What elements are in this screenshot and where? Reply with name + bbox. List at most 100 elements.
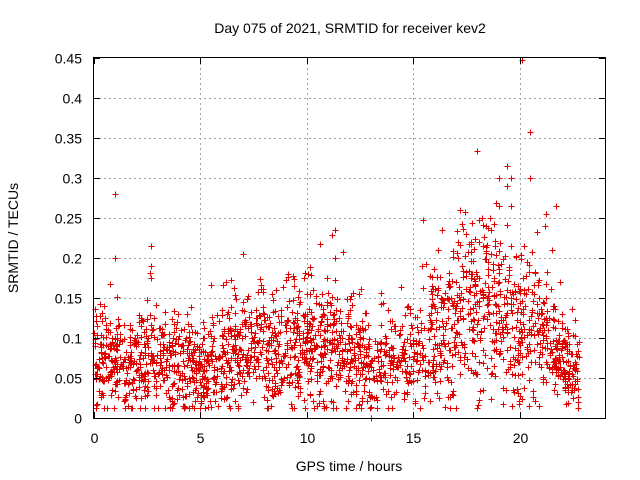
data-point	[349, 336, 356, 343]
data-point	[355, 355, 362, 362]
data-point	[496, 279, 503, 286]
data-point	[553, 365, 560, 372]
data-point	[326, 339, 333, 346]
data-point	[572, 366, 579, 373]
data-point	[203, 385, 210, 392]
data-point	[496, 308, 503, 315]
data-point	[91, 330, 98, 337]
data-point	[553, 203, 560, 210]
data-point	[541, 316, 548, 323]
data-point	[129, 405, 136, 412]
data-point	[197, 364, 204, 371]
data-point	[245, 369, 252, 376]
data-point	[112, 191, 119, 198]
data-point	[565, 358, 572, 365]
data-point	[284, 304, 291, 311]
data-point	[444, 374, 451, 381]
data-point	[301, 397, 308, 404]
data-point	[277, 389, 284, 396]
data-point	[324, 302, 331, 309]
data-point	[497, 291, 504, 298]
data-point	[337, 335, 344, 342]
data-point	[275, 351, 282, 358]
data-point	[455, 255, 462, 262]
data-point	[205, 404, 212, 411]
data-point	[280, 284, 287, 291]
data-point	[246, 373, 253, 380]
data-point	[406, 370, 413, 377]
data-point	[437, 348, 444, 355]
data-point	[234, 355, 241, 362]
data-point	[310, 287, 317, 294]
data-point	[478, 328, 485, 335]
data-point	[331, 320, 338, 327]
data-point	[361, 388, 368, 395]
data-point	[93, 402, 100, 409]
data-point	[231, 332, 238, 339]
data-points	[91, 57, 583, 422]
data-point	[406, 354, 413, 361]
data-point	[258, 324, 265, 331]
data-point	[409, 325, 416, 332]
data-point	[127, 322, 134, 329]
data-point	[307, 264, 314, 271]
data-point	[322, 342, 329, 349]
data-point	[149, 327, 156, 334]
data-point	[199, 376, 206, 383]
data-point	[410, 356, 417, 363]
data-point	[153, 378, 160, 385]
data-point	[232, 292, 239, 299]
data-point	[144, 338, 151, 345]
data-point	[344, 320, 351, 327]
data-point	[404, 389, 411, 396]
data-point	[550, 324, 557, 331]
data-point	[248, 354, 255, 361]
data-point	[190, 389, 197, 396]
data-point	[414, 377, 421, 384]
data-point	[318, 358, 325, 365]
data-point	[115, 394, 122, 401]
data-point	[412, 314, 419, 321]
data-point	[308, 272, 315, 279]
data-point	[382, 352, 389, 359]
data-point	[552, 356, 559, 363]
data-point	[485, 309, 492, 316]
data-point	[186, 329, 193, 336]
data-point	[329, 294, 336, 301]
data-point	[485, 301, 492, 308]
data-point	[232, 323, 239, 330]
data-point	[346, 367, 353, 374]
data-point	[205, 353, 212, 360]
data-point	[311, 346, 318, 353]
data-point	[167, 404, 174, 411]
data-point	[495, 280, 502, 287]
data-point	[296, 288, 303, 295]
data-point	[540, 376, 547, 383]
data-point	[431, 266, 438, 273]
data-point	[484, 316, 491, 323]
data-point	[465, 298, 472, 305]
data-point	[532, 270, 539, 277]
data-point	[557, 373, 564, 380]
data-point	[295, 371, 302, 378]
data-point	[521, 287, 528, 294]
data-point	[98, 392, 105, 399]
data-point	[259, 344, 266, 351]
data-point	[568, 389, 575, 396]
data-point	[472, 353, 479, 360]
data-point	[310, 355, 317, 362]
data-point	[480, 360, 487, 367]
data-point	[204, 357, 211, 364]
data-point	[536, 310, 543, 317]
data-point	[496, 320, 503, 327]
data-point	[404, 363, 411, 370]
data-point	[301, 275, 308, 282]
data-point	[366, 345, 373, 352]
data-point	[439, 318, 446, 325]
data-point	[268, 403, 275, 410]
data-point	[536, 295, 543, 302]
data-point	[319, 368, 326, 375]
data-point	[332, 255, 339, 262]
data-point	[543, 211, 550, 218]
data-point	[472, 236, 479, 243]
